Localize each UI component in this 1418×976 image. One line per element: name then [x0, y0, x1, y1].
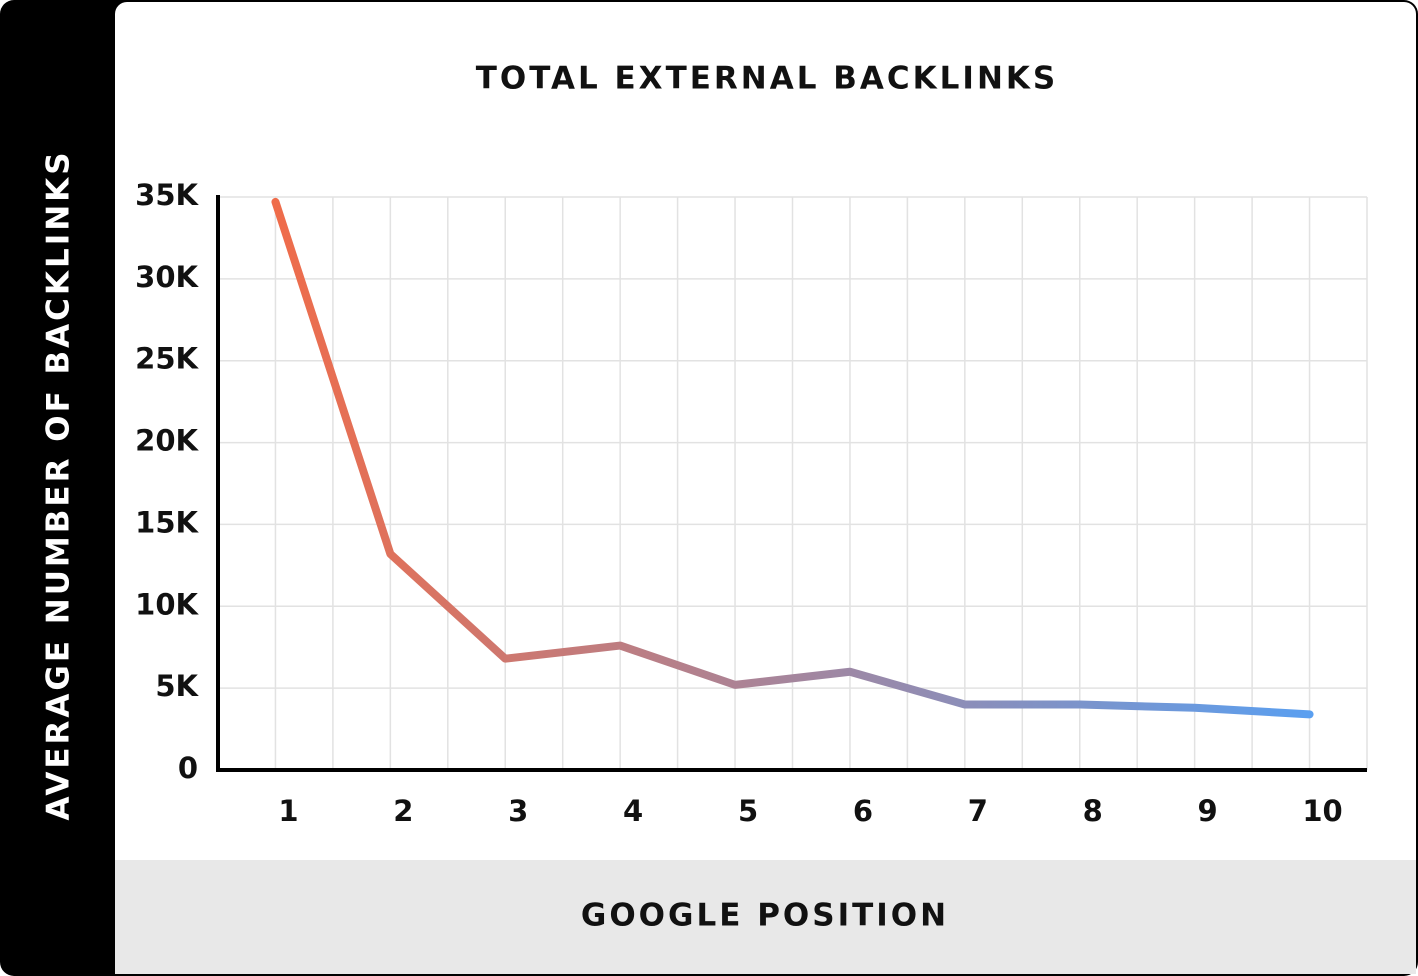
- x-tick-label: 2: [393, 794, 413, 828]
- y-tick-label: 5K: [155, 669, 199, 703]
- plot-area: 0 5K 10K 15K 20K 25K 30K 35K 1 2 3 4 5 6 7 8 9 10: [135, 178, 1368, 828]
- x-tick-label: 4: [623, 794, 643, 828]
- y-tick-label: 30K: [135, 260, 199, 294]
- y-tick-label: 10K: [135, 587, 199, 621]
- y-tick-label: 25K: [135, 342, 199, 376]
- band-corner: [115, 860, 135, 974]
- chart-title: TOTAL EXTERNAL BACKLINKS: [476, 61, 1059, 97]
- y-tick-label: 0: [178, 751, 198, 785]
- x-tick-label: 10: [1302, 794, 1342, 828]
- x-tick-label: 6: [853, 794, 873, 828]
- x-label-band: [115, 860, 1416, 974]
- line: [271, 197, 1314, 719]
- x-tick-label: 3: [508, 794, 528, 828]
- x-tick-label: 5: [738, 794, 758, 828]
- y-tick-label: 35K: [135, 178, 199, 212]
- y-axis-label: AVERAGE NUMBER OF BACKLINKS: [41, 149, 77, 820]
- y-tick-label: 20K: [135, 424, 199, 458]
- x-tick-label: 9: [1198, 794, 1218, 828]
- panel: [115, 2, 1416, 974]
- x-tick-label: 8: [1083, 794, 1103, 828]
- x-tick-label: 7: [968, 794, 988, 828]
- x-tick-label: 1: [278, 794, 298, 828]
- y-tick-label: 15K: [135, 505, 199, 539]
- x-axis-label: GOOGLE POSITION: [581, 898, 949, 934]
